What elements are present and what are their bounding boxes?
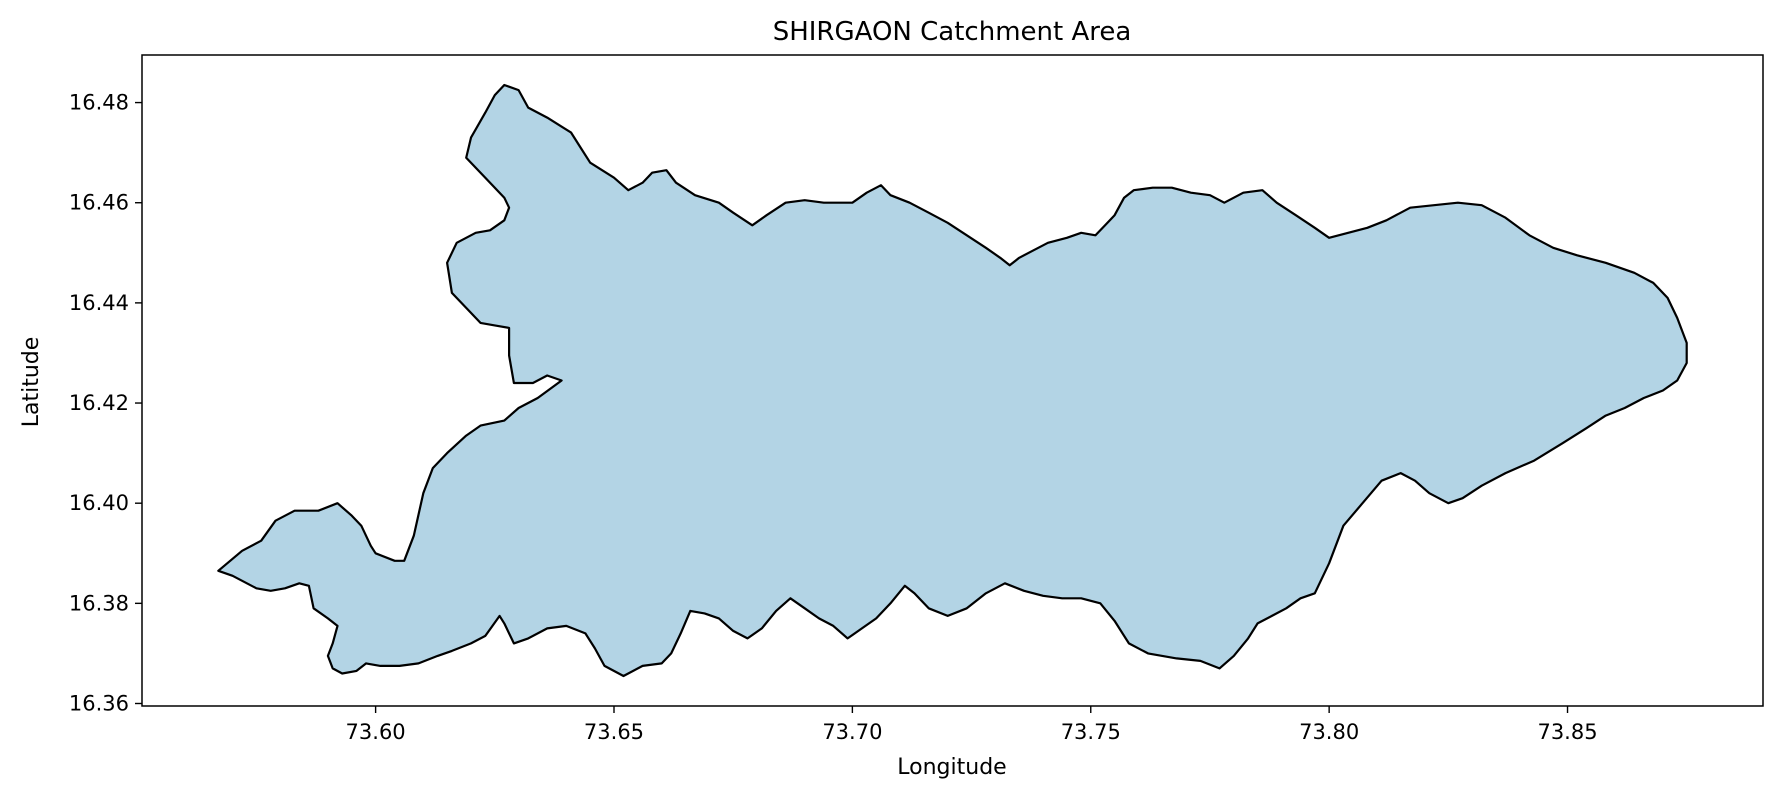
x-tick-label: 73.80 <box>1299 720 1359 744</box>
plot-frame <box>141 54 1764 707</box>
x-tick-label: 73.65 <box>584 720 644 744</box>
chart-title: SHIRGAON Catchment Area <box>773 17 1132 47</box>
x-axis-ticks: 73.60 73.65 73.70 73.75 73.80 73.85 <box>346 706 1598 744</box>
x-tick-label: 73.70 <box>822 720 882 744</box>
y-axis-label: Latitude <box>19 337 44 428</box>
x-tick-label: 73.75 <box>1061 720 1121 744</box>
x-tick-label: 73.85 <box>1537 720 1597 744</box>
y-tick-label: 16.38 <box>69 591 129 615</box>
y-tick-label: 16.40 <box>69 491 129 515</box>
y-tick-label: 16.44 <box>69 291 129 315</box>
y-axis-ticks: 16.36 16.38 16.40 16.42 16.44 16.46 16.48 <box>69 91 142 715</box>
y-tick-label: 16.42 <box>69 391 129 415</box>
catchment-polygon <box>217 83 1688 678</box>
y-tick-label: 16.46 <box>69 191 129 215</box>
y-tick-label: 16.36 <box>69 691 129 715</box>
x-tick-label: 73.60 <box>346 720 406 744</box>
x-axis-label: Longitude <box>897 755 1006 780</box>
y-tick-label: 16.48 <box>69 91 129 115</box>
